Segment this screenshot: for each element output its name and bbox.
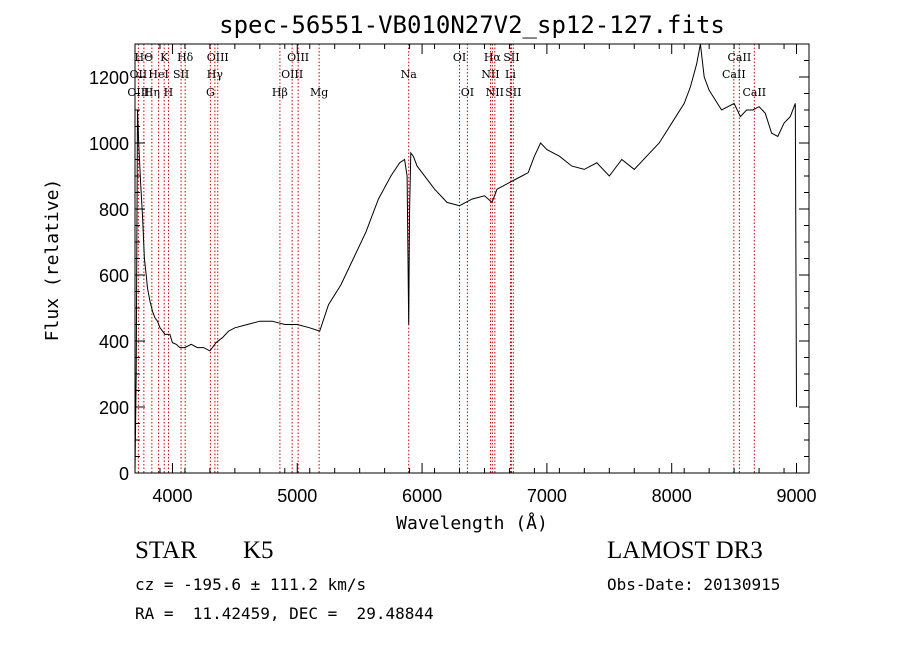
y-tick-label: 800 bbox=[99, 200, 129, 220]
line-marker-label: CaII bbox=[728, 51, 752, 64]
line-marker-label: Na bbox=[401, 68, 418, 81]
coordinates: RA = 11.42459, DEC = 29.48844 bbox=[135, 604, 434, 623]
line-marker-label: OIII bbox=[127, 86, 149, 99]
line-markers: HΘ OII OIII K HeI Hη SII H Hδ OIII Hγ G Hβ OIII OIII Mg… bbox=[127, 44, 766, 473]
x-tick-label: 6000 bbox=[402, 486, 442, 506]
y-tick-label: 400 bbox=[99, 332, 129, 352]
line-marker-label: SII bbox=[505, 86, 521, 99]
x-tick-label: 7000 bbox=[527, 486, 567, 506]
line-marker-label: Hβ bbox=[272, 86, 288, 99]
survey-name: LAMOST DR3 bbox=[607, 537, 763, 564]
line-marker-label: NII bbox=[486, 86, 504, 99]
x-tick-label: 8000 bbox=[652, 486, 692, 506]
line-marker-label: NII bbox=[481, 68, 499, 81]
x-tick-label: 5000 bbox=[277, 486, 317, 506]
line-marker-label: OI bbox=[461, 86, 474, 99]
y-tick-label: 200 bbox=[99, 398, 129, 418]
y-axis: 0 200 400 600 800 1000 1200 bbox=[89, 60, 809, 484]
line-marker-label: Mg bbox=[310, 86, 328, 99]
line-marker-label: Hη bbox=[144, 86, 160, 99]
x-tick-label: 9000 bbox=[776, 486, 816, 506]
line-marker-label: Hα bbox=[484, 51, 502, 64]
y-tick-label: 1000 bbox=[89, 134, 129, 154]
line-marker-label: Hδ bbox=[177, 51, 194, 64]
y-tick-label: 1200 bbox=[89, 68, 129, 88]
plot-frame bbox=[134, 43, 810, 474]
line-marker-label: SII bbox=[173, 68, 189, 81]
x-axis-label: Wavelength (Å) bbox=[396, 512, 548, 534]
line-marker-label: OIII bbox=[207, 51, 229, 64]
line-marker-label: OIII bbox=[281, 68, 303, 81]
line-marker-label: G bbox=[206, 86, 215, 99]
line-marker-label: Hγ bbox=[207, 68, 224, 81]
line-marker-label: OI bbox=[453, 51, 466, 64]
y-tick-label: 600 bbox=[99, 266, 129, 286]
y-axis-label: Flux (relative) bbox=[42, 179, 63, 342]
observation-date: Obs-Date: 20130915 bbox=[607, 575, 781, 594]
redshift-velocity: cz = -195.6 ± 111.2 km/s bbox=[135, 575, 367, 594]
line-marker-label: CaII bbox=[742, 86, 766, 99]
line-marker-label: SII bbox=[503, 51, 519, 64]
line-marker-label: CaII bbox=[722, 68, 746, 81]
x-tick-label: 4000 bbox=[152, 486, 192, 506]
line-marker-label: HΘ bbox=[135, 51, 154, 64]
chart-title: spec-56551-VB010N27V2_sp12-127.fits bbox=[219, 11, 725, 39]
line-marker-label: OII bbox=[130, 68, 148, 81]
spectrum-line bbox=[134, 43, 797, 474]
spectrum-series bbox=[134, 43, 797, 474]
y-tick-label: 0 bbox=[119, 464, 129, 484]
x-axis: 4000 5000 6000 7000 8000 9000 bbox=[134, 44, 817, 506]
object-class: STAR bbox=[135, 537, 197, 564]
line-marker-label: K bbox=[160, 51, 169, 64]
object-subclass: K5 bbox=[243, 537, 274, 564]
line-marker-label: H bbox=[164, 86, 174, 99]
line-marker-label: OIII bbox=[287, 51, 309, 64]
line-marker-label: Li bbox=[505, 68, 516, 81]
line-marker-label: HeI bbox=[148, 68, 168, 81]
